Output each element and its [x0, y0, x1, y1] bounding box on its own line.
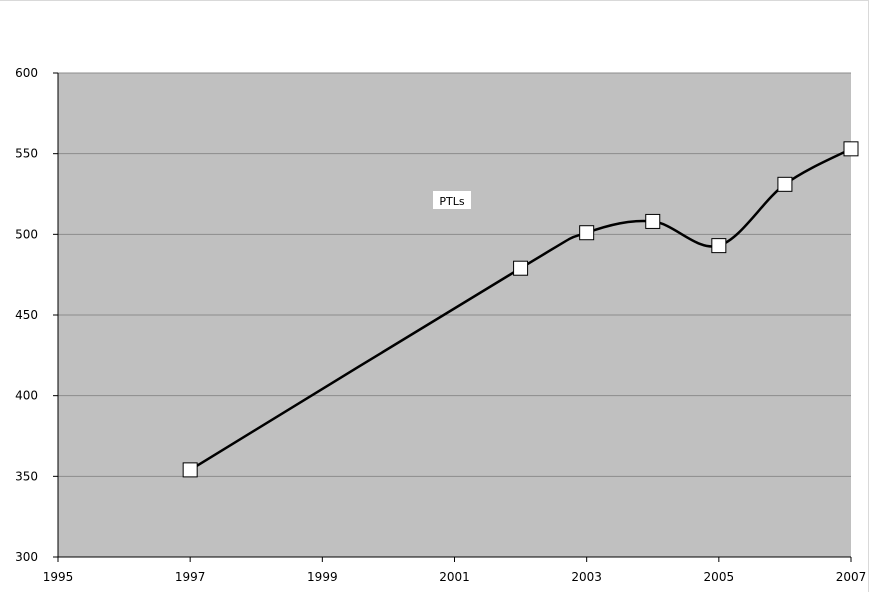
y-tick-label-600: 600 — [15, 66, 38, 80]
series-label-background — [433, 191, 471, 209]
x-tick-label-2001: 2001 — [439, 570, 470, 584]
x-tick-label-1997: 1997 — [175, 570, 206, 584]
y-tick-label-400: 400 — [15, 389, 38, 403]
x-tick-label-2003: 2003 — [571, 570, 602, 584]
x-tick-label-1995: 1995 — [43, 570, 74, 584]
data-point-2007 — [843, 141, 859, 157]
series-markers — [182, 141, 859, 478]
data-point-2006 — [777, 176, 793, 192]
x-axis-ticks: 1995 1997 1999 2001 2003 2005 2007 — [43, 557, 867, 584]
data-point-2003 — [579, 225, 595, 241]
y-tick-label-450: 450 — [15, 308, 38, 322]
x-tick-label-2007: 2007 — [836, 570, 867, 584]
y-tick-label-500: 500 — [15, 227, 38, 241]
data-point-2002 — [513, 260, 529, 276]
x-tick-label-2005: 2005 — [704, 570, 735, 584]
y-tick-label-300: 300 — [15, 550, 38, 564]
data-point-1997 — [182, 462, 198, 478]
series-line-ptls — [189, 147, 852, 471]
x-tick-label-1999: 1999 — [307, 570, 338, 584]
data-point-2005 — [711, 238, 727, 254]
y-axis-ticks: 300 350 400 450 500 550 600 — [15, 66, 58, 564]
series-label: PTLs — [433, 191, 471, 209]
y-tick-label-550: 550 — [15, 147, 38, 161]
y-tick-label-350: 350 — [15, 469, 38, 483]
series-label-text: PTLs — [439, 195, 464, 208]
data-point-2004 — [645, 213, 661, 229]
